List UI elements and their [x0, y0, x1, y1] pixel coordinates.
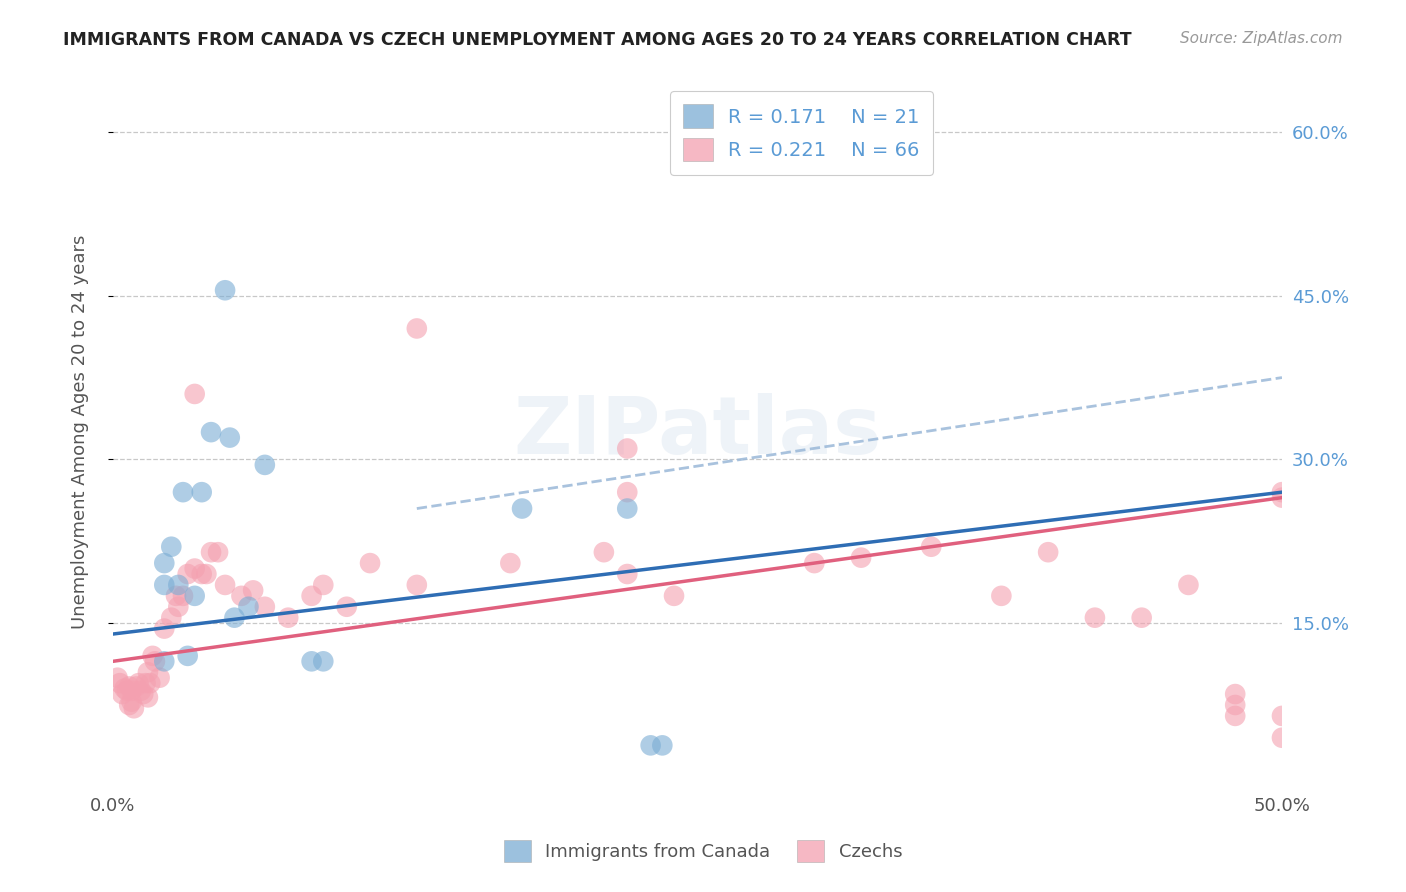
Text: IMMIGRANTS FROM CANADA VS CZECH UNEMPLOYMENT AMONG AGES 20 TO 24 YEARS CORRELATI: IMMIGRANTS FROM CANADA VS CZECH UNEMPLOY…	[63, 31, 1132, 49]
Point	[301, 654, 323, 668]
Point	[172, 589, 194, 603]
Point	[122, 701, 145, 715]
Point	[253, 458, 276, 472]
Point	[200, 545, 222, 559]
Point	[277, 610, 299, 624]
Point	[1177, 578, 1199, 592]
Point	[160, 610, 183, 624]
Point	[224, 610, 246, 624]
Point	[1036, 545, 1059, 559]
Point	[218, 431, 240, 445]
Text: Source: ZipAtlas.com: Source: ZipAtlas.com	[1180, 31, 1343, 46]
Point	[920, 540, 942, 554]
Point	[849, 550, 872, 565]
Point	[1271, 709, 1294, 723]
Point	[616, 442, 638, 456]
Point	[108, 676, 131, 690]
Point	[312, 578, 335, 592]
Point	[616, 485, 638, 500]
Point	[640, 739, 662, 753]
Point	[1225, 698, 1247, 712]
Point	[651, 739, 673, 753]
Point	[616, 501, 638, 516]
Point	[128, 676, 150, 690]
Legend: Immigrants from Canada, Czechs: Immigrants from Canada, Czechs	[496, 833, 910, 870]
Point	[827, 103, 849, 118]
Point	[1130, 610, 1153, 624]
Point	[359, 556, 381, 570]
Point	[132, 687, 155, 701]
Text: ZIPatlas: ZIPatlas	[513, 393, 882, 471]
Point	[142, 648, 165, 663]
Point	[253, 599, 276, 614]
Point	[183, 387, 205, 401]
Point	[125, 680, 148, 694]
Point	[167, 578, 190, 592]
Point	[153, 622, 176, 636]
Point	[207, 545, 229, 559]
Point	[176, 648, 198, 663]
Point	[242, 583, 264, 598]
Point	[214, 578, 236, 592]
Point	[499, 556, 522, 570]
Point	[183, 589, 205, 603]
Point	[616, 567, 638, 582]
Point	[118, 680, 141, 694]
Point	[990, 589, 1012, 603]
Point	[153, 578, 176, 592]
Point	[1271, 491, 1294, 505]
Point	[190, 485, 212, 500]
Point	[153, 556, 176, 570]
Point	[160, 540, 183, 554]
Y-axis label: Unemployment Among Ages 20 to 24 years: Unemployment Among Ages 20 to 24 years	[72, 235, 89, 630]
Point	[176, 567, 198, 582]
Point	[135, 676, 157, 690]
Point	[121, 695, 143, 709]
Point	[405, 578, 427, 592]
Point	[214, 283, 236, 297]
Point	[167, 599, 190, 614]
Point	[405, 321, 427, 335]
Point	[803, 556, 825, 570]
Point	[183, 561, 205, 575]
Point	[114, 681, 136, 696]
Point	[115, 683, 138, 698]
Legend: R = 0.171    N = 21, R = 0.221    N = 66: R = 0.171 N = 21, R = 0.221 N = 66	[669, 91, 934, 175]
Point	[118, 698, 141, 712]
Point	[1225, 687, 1247, 701]
Point	[136, 665, 159, 680]
Point	[190, 567, 212, 582]
Point	[195, 567, 218, 582]
Point	[139, 676, 162, 690]
Point	[238, 599, 260, 614]
Point	[143, 654, 166, 668]
Point	[662, 589, 685, 603]
Point	[136, 690, 159, 705]
Point	[336, 599, 359, 614]
Point	[172, 485, 194, 500]
Point	[153, 654, 176, 668]
Point	[111, 687, 134, 701]
Point	[165, 589, 187, 603]
Point	[121, 683, 143, 698]
Point	[593, 545, 616, 559]
Point	[1225, 709, 1247, 723]
Point	[1084, 610, 1107, 624]
Point	[510, 501, 533, 516]
Point	[231, 589, 253, 603]
Point	[301, 589, 323, 603]
Point	[107, 671, 129, 685]
Point	[129, 683, 152, 698]
Point	[1271, 485, 1294, 500]
Point	[200, 425, 222, 439]
Point	[312, 654, 335, 668]
Point	[1271, 731, 1294, 745]
Point	[149, 671, 172, 685]
